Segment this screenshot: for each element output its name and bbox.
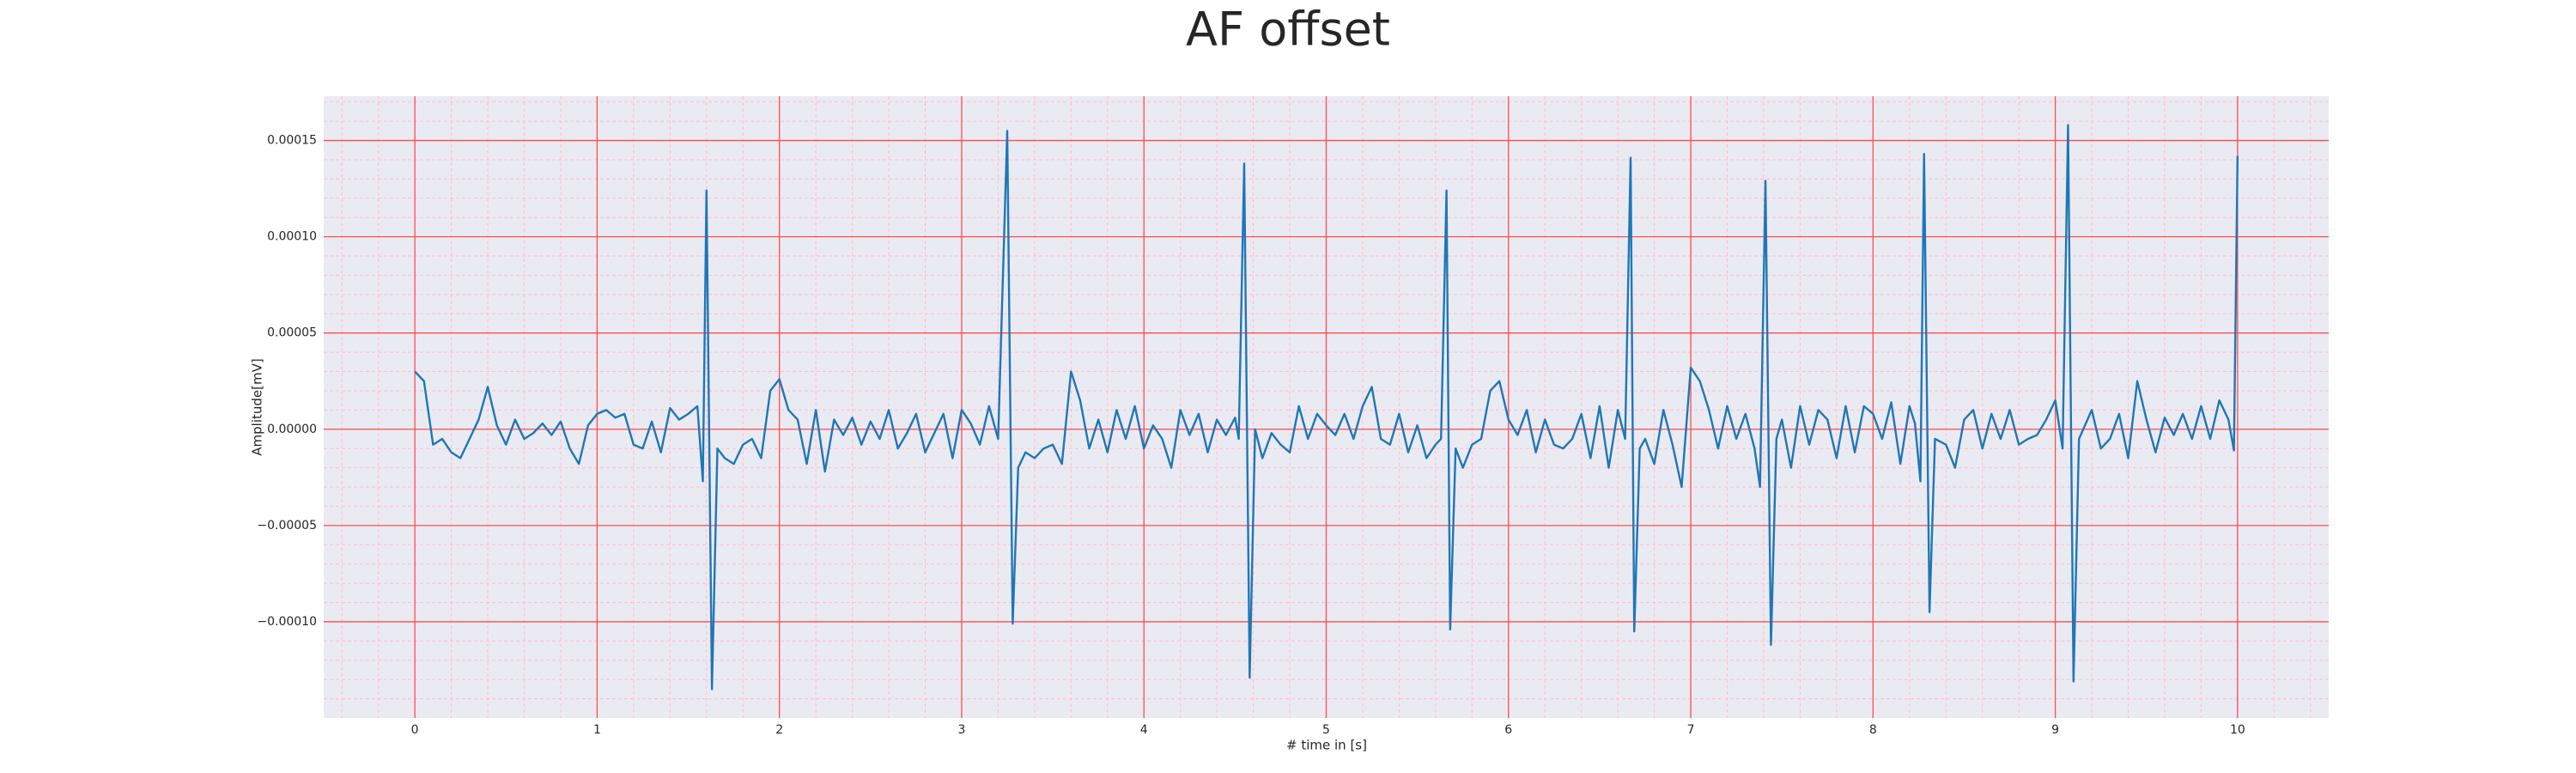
y-tick-label: 0.00005: [267, 326, 317, 340]
x-tick-label: 3: [957, 723, 965, 737]
x-tick-label: 1: [593, 723, 601, 737]
y-tick-label: 0.00010: [267, 230, 317, 244]
y-axis-label: Amplitude[mV]: [250, 358, 265, 455]
x-axis-label: # time in [s]: [1286, 738, 1367, 753]
grid: [324, 96, 2329, 718]
x-tick-label: 2: [775, 723, 783, 737]
y-tick-label: −0.00005: [257, 519, 317, 533]
x-tick-label: 6: [1504, 723, 1512, 737]
x-tick-label: 9: [2051, 723, 2059, 737]
y-tick-label: −0.00010: [257, 615, 317, 629]
x-tick-label: 5: [1322, 723, 1330, 737]
y-tick-label: 0.00015: [267, 134, 317, 148]
x-tick-label: 10: [2230, 723, 2245, 737]
x-tick-label: 8: [1869, 723, 1877, 737]
signal-line: [414, 124, 2239, 691]
x-tick-label: 0: [411, 723, 419, 737]
y-tick-label: 0.00000: [267, 423, 317, 436]
chart-title: AF offset: [1186, 3, 1390, 57]
x-tick-label: 4: [1140, 723, 1148, 737]
x-tick-label: 7: [1687, 723, 1695, 737]
